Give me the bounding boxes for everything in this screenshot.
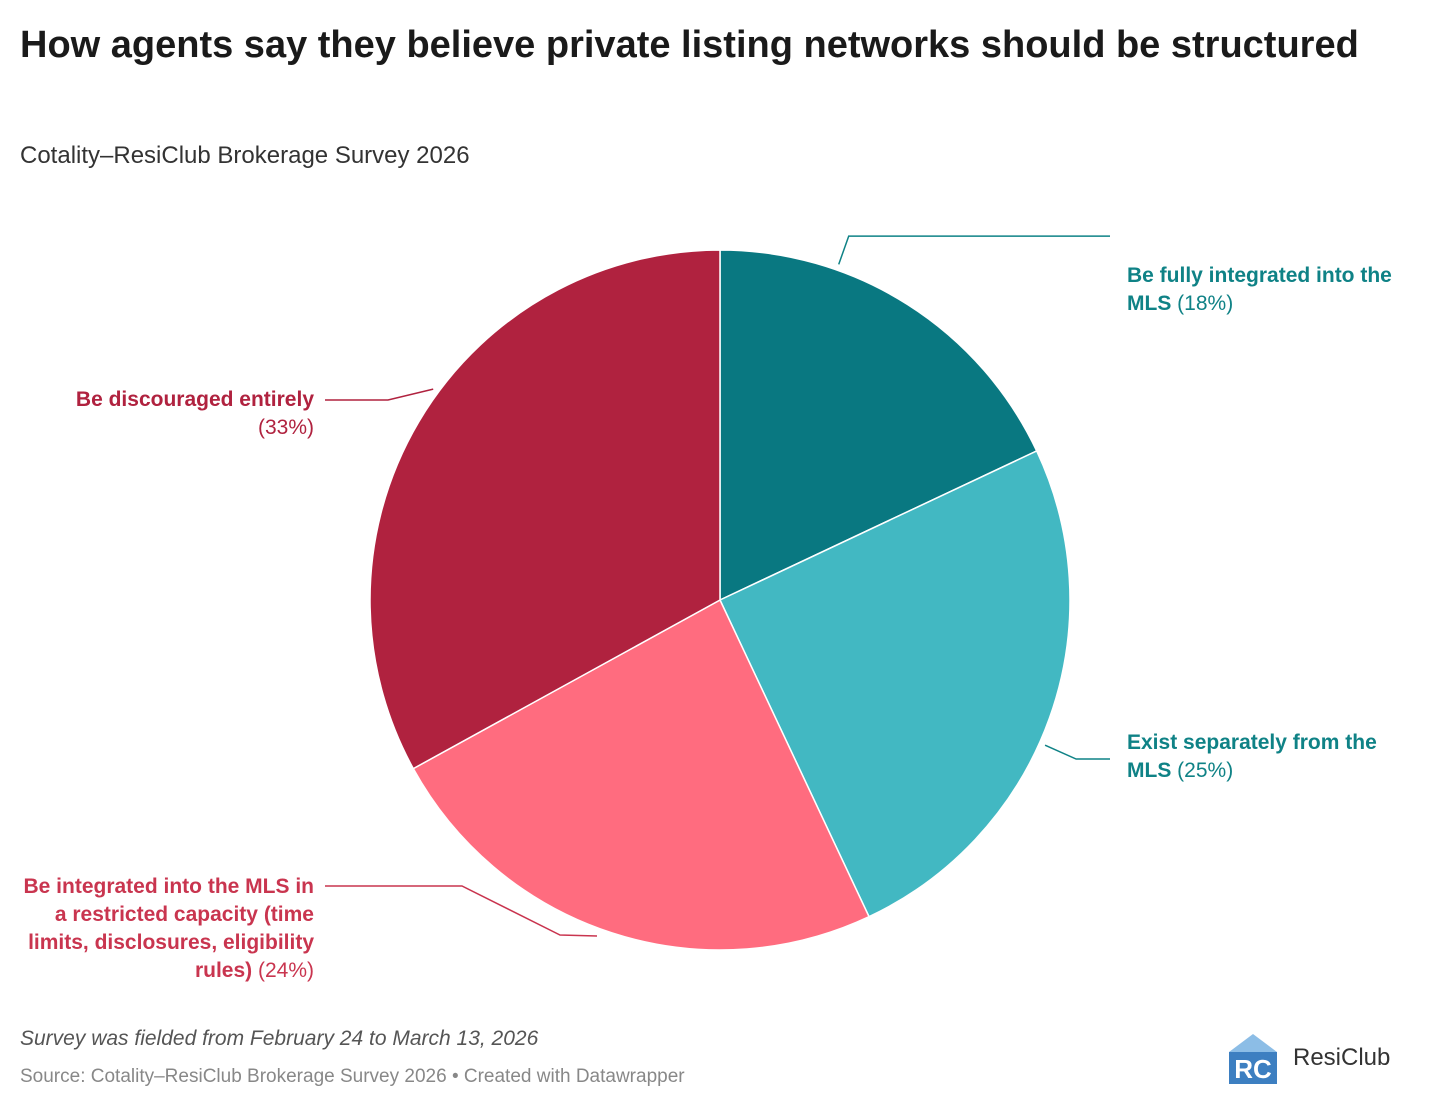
- label-fully-integrated-pct: (18%): [1177, 292, 1234, 315]
- slice-discouraged: [369, 249, 721, 770]
- label-exist-separately-pct: (25%): [1177, 759, 1234, 782]
- resiclub-logo: RC ResiClub: [1225, 1030, 1390, 1086]
- label-fully-integrated: Be fully integrated into the MLS (18%): [1127, 262, 1427, 318]
- survey-note: Survey was fielded from February 24 to M…: [20, 1027, 539, 1050]
- slice-exist-separately: [719, 449, 1071, 918]
- label-restricted-text: Be integrated into the MLS in a restrict…: [23, 875, 314, 982]
- slice-fully-integrated: [719, 249, 1038, 602]
- leader-fully-integrated: [838, 235, 1110, 265]
- label-exist-separately-text: Exist separately from the MLS: [1127, 731, 1377, 782]
- resiclub-logo-icon: RC: [1229, 1034, 1277, 1084]
- resiclub-logo-letters: RC: [1234, 1054, 1272, 1084]
- label-discouraged-text: Be discouraged entirely: [75, 388, 314, 411]
- resiclub-logo-text: ResiClub: [1293, 1044, 1391, 1071]
- label-exist-separately: Exist separately from the MLS (25%): [1127, 729, 1417, 785]
- slice-restricted: [412, 598, 871, 951]
- label-restricted: Be integrated into the MLS in a restrict…: [14, 873, 314, 985]
- source-line: Source: Cotality–ResiClub Brokerage Surv…: [20, 1066, 685, 1087]
- chart-subtitle: Cotality–ResiClub Brokerage Survey 2026: [20, 142, 470, 169]
- chart-title: How agents say they believe private list…: [20, 24, 1359, 66]
- label-restricted-pct: (24%): [257, 959, 314, 982]
- label-discouraged-pct: (33%): [257, 416, 314, 439]
- label-discouraged: Be discouraged entirely (33%): [14, 386, 314, 442]
- leader-exist-separately: [1044, 744, 1110, 760]
- label-fully-integrated-text: Be fully integrated into the MLS: [1127, 264, 1392, 315]
- leader-discouraged: [325, 388, 434, 401]
- leader-restricted: [325, 885, 598, 937]
